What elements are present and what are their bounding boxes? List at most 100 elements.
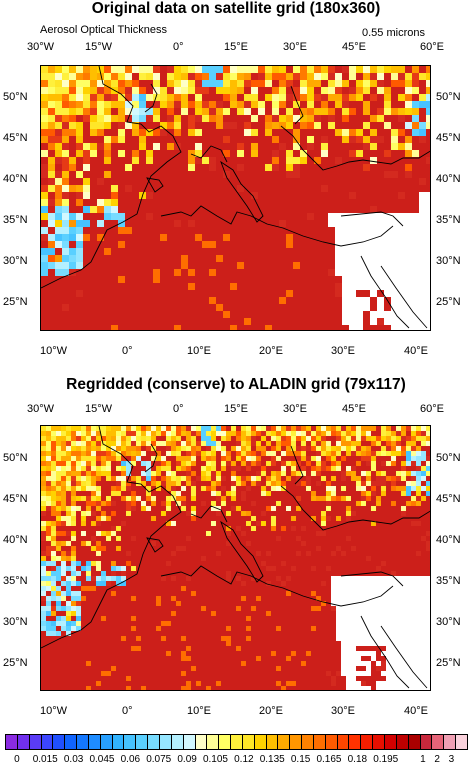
grid-cell: [131, 456, 136, 461]
grid-cell: [221, 591, 226, 596]
grid-cell: [97, 276, 104, 283]
grid-cell: [381, 431, 386, 436]
grid-cell: [116, 496, 121, 501]
grid-cell: [296, 451, 301, 456]
grid-cell: [401, 426, 406, 431]
grid-cell: [62, 241, 69, 248]
grid-cell: [231, 486, 236, 491]
grid-cell: [139, 290, 146, 297]
grid-cell: [55, 143, 62, 150]
grid-cell: [256, 481, 261, 486]
grid-cell: [296, 426, 301, 431]
grid-cell: [276, 431, 281, 436]
grid-cell: [341, 566, 346, 571]
grid-cell: [371, 431, 376, 436]
grid-cell: [293, 143, 300, 150]
grid-cell: [174, 171, 181, 178]
grid-cell: [256, 461, 261, 466]
grid-cell: [241, 561, 246, 566]
grid-cell: [191, 596, 196, 601]
grid-cell: [237, 122, 244, 129]
grid-cell: [231, 611, 236, 616]
grid-cell: [230, 73, 237, 80]
grid-cell: [81, 606, 86, 611]
grid-cell: [55, 185, 62, 192]
grid-cell: [335, 87, 342, 94]
grid-cell: [381, 446, 386, 451]
grid-cell: [81, 616, 86, 621]
grid-cell: [251, 626, 256, 631]
grid-cell: [106, 591, 111, 596]
grid-cell: [230, 150, 237, 157]
grid-cell: [48, 164, 55, 171]
grid-cell: [41, 446, 46, 451]
grid-cell: [196, 561, 201, 566]
grid-cell: [370, 171, 377, 178]
grid-cell: [76, 262, 83, 269]
grid-cell: [398, 150, 405, 157]
grid-cell: [90, 262, 97, 269]
grid-cell: [391, 471, 396, 476]
grid-cell: [126, 506, 131, 511]
grid-cell: [230, 80, 237, 87]
grid-cell: [176, 626, 181, 631]
grid-cell: [166, 526, 171, 531]
grid-cell: [223, 192, 230, 199]
grid-cell: [405, 80, 412, 87]
grid-cell: [206, 611, 211, 616]
grid-cell: [96, 541, 101, 546]
grid-cell: [276, 601, 281, 606]
grid-cell: [370, 304, 377, 311]
grid-cell: [391, 143, 398, 150]
grid-cell: [231, 521, 236, 526]
grid-cell: [386, 496, 391, 501]
grid-cell: [55, 73, 62, 80]
grid-cell: [216, 501, 221, 506]
grid-cell: [153, 276, 160, 283]
grid-cell: [101, 521, 106, 526]
grid-cell: [411, 496, 416, 501]
grid-cell: [226, 571, 231, 576]
grid-cell: [311, 551, 316, 556]
grid-cell: [356, 551, 361, 556]
grid-cell: [41, 461, 46, 466]
grid-cell: [426, 136, 430, 143]
grid-cell: [131, 626, 136, 631]
grid-cell: [106, 556, 111, 561]
grid-cell: [237, 213, 244, 220]
grid-cell: [396, 436, 401, 441]
grid-cell: [279, 290, 286, 297]
grid-cell: [171, 626, 176, 631]
grid-cell: [101, 591, 106, 596]
grid-cell: [167, 276, 174, 283]
grid-cell: [266, 431, 271, 436]
grid-cell: [111, 283, 118, 290]
grid-cell: [223, 115, 230, 122]
grid-cell: [311, 616, 316, 621]
grid-cell: [171, 426, 176, 431]
grid-cell: [426, 466, 430, 471]
grid-cell: [386, 436, 391, 441]
grid-cell: [201, 571, 206, 576]
grid-cell: [401, 471, 406, 476]
grid-cell: [371, 521, 376, 526]
grid-cell: [216, 164, 223, 171]
grid-cell: [181, 486, 186, 491]
grid-cell: [376, 486, 381, 491]
grid-cell: [186, 551, 191, 556]
grid-cell: [276, 451, 281, 456]
grid-cell: [41, 227, 48, 234]
grid-cell: [176, 576, 181, 581]
grid-cell: [41, 491, 46, 496]
grid-cell: [321, 318, 328, 325]
grid-cell: [370, 297, 377, 304]
grid-cell: [41, 192, 48, 199]
grid-cell: [176, 531, 181, 536]
grid-cell: [363, 94, 370, 101]
grid-cell: [76, 73, 83, 80]
grid-cell: [46, 551, 51, 556]
grid-cell: [361, 431, 366, 436]
grid-cell: [363, 129, 370, 136]
grid-cell: [126, 456, 131, 461]
grid-cell: [55, 255, 62, 262]
